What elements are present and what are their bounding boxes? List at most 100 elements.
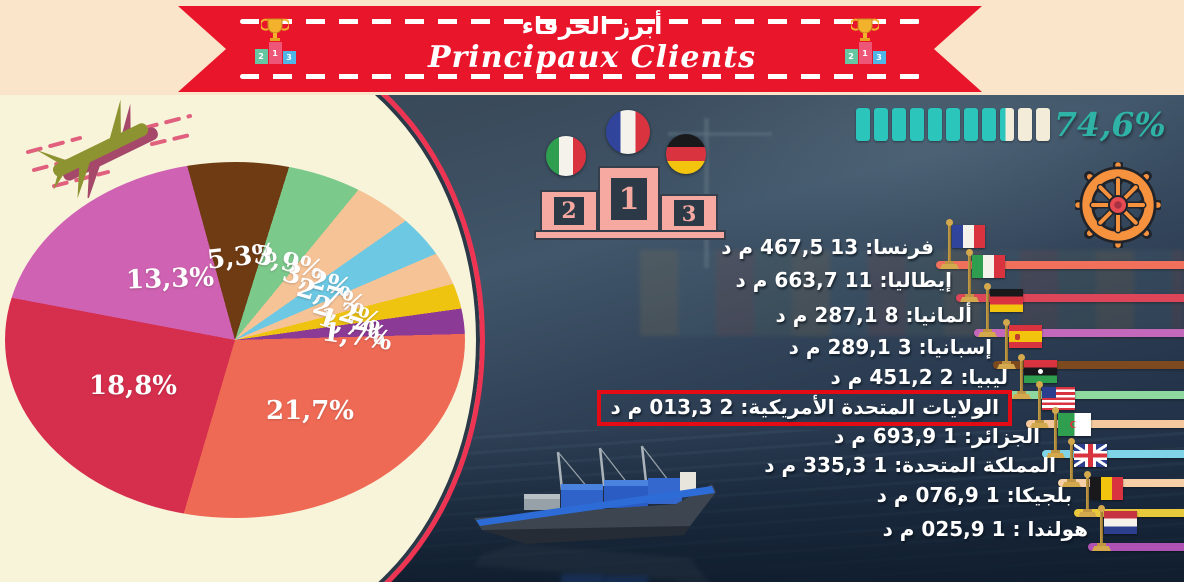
mini-podium-step-1: 1	[858, 42, 872, 64]
flag-pole-ball	[1018, 354, 1025, 361]
flag-pole	[1020, 359, 1023, 395]
flag-base	[1083, 509, 1092, 513]
background-crane-mast	[704, 118, 709, 268]
flag-base	[1017, 391, 1026, 395]
flag-libya-icon	[1024, 360, 1057, 383]
flag-netherlands-icon	[1104, 511, 1137, 534]
flagpost-algeria	[1046, 407, 1094, 458]
flag-base	[1062, 482, 1081, 487]
client-bar-algeria	[1042, 450, 1184, 458]
flag-belgium-icon	[1090, 477, 1123, 500]
flagpost-netherlands	[1092, 505, 1140, 551]
flag-base	[945, 261, 954, 265]
podium-step-2: 2	[540, 190, 598, 232]
flag-base	[978, 332, 997, 337]
flag-base	[960, 297, 979, 302]
client-row-label: بلجيكا: 1 076,9 م د	[876, 483, 1072, 507]
trophy-icon	[851, 18, 879, 41]
flag-pole-ball	[1052, 407, 1059, 414]
client-bar-netherlands	[1088, 543, 1184, 551]
flag-usa-icon	[1042, 387, 1075, 410]
flag-germany-icon	[990, 289, 1023, 312]
flagpost-libya	[1012, 354, 1060, 399]
flag-spain-icon	[1009, 325, 1042, 348]
flag-pole-ball	[984, 283, 991, 290]
highlight-box: الولايات المتحدة الأمريكية: 2 013,3 م د	[597, 390, 1012, 426]
usa-canton	[1042, 387, 1056, 398]
flag-base	[1012, 394, 1031, 399]
flagpost-italy	[960, 249, 1008, 302]
flag-germany-round-icon	[666, 134, 706, 174]
flag-pole	[968, 254, 971, 298]
flag-pole-ball	[1068, 438, 1075, 445]
flag-base	[1030, 423, 1049, 428]
flag-pole	[1054, 412, 1057, 454]
progress-segment	[1018, 108, 1032, 141]
client-row-label: إسبانيا: 3 289,1 م د	[788, 335, 992, 359]
client-row-label: ليبيا: 2 451,2 م د	[830, 365, 1009, 389]
mini-podium-step-3: 3	[282, 51, 296, 64]
banner-title-arabic: أبرز الحرفاء	[521, 12, 663, 40]
ship-wheel-icon	[1075, 162, 1161, 248]
trophy-icon	[261, 18, 289, 41]
flagpost-belgium	[1078, 471, 1126, 517]
podium-rank-1: 1	[611, 178, 647, 220]
mini-podium-step-2: 2	[254, 49, 268, 64]
progress-segment	[982, 108, 996, 141]
client-row-label: ألمانيا: 8 287,1 م د	[775, 303, 972, 327]
flag-base	[983, 329, 992, 333]
flagpost-usa	[1030, 381, 1078, 428]
mini-podium-step-2: 2	[844, 49, 858, 64]
flag-base	[1067, 479, 1076, 483]
flag-italy-icon	[972, 255, 1005, 278]
podium-step-1: 1	[598, 166, 660, 232]
podium-rank-2: 2	[554, 197, 584, 225]
flagpost-spain	[997, 319, 1045, 369]
flag-pole-ball	[966, 249, 973, 256]
progress-bar	[856, 108, 1050, 141]
progress-segment	[1036, 108, 1050, 141]
algeria-crescent-icon	[1070, 421, 1077, 428]
flag-base	[1046, 453, 1065, 458]
flag-pole-ball	[1003, 319, 1010, 326]
ribbon-dash-bottom	[240, 74, 920, 79]
banner-title-french: Principaux Clients	[427, 40, 757, 75]
client-bar-italy	[956, 294, 1184, 302]
flag-base	[1002, 361, 1011, 365]
flagpost-germany	[978, 283, 1026, 337]
client-row-label: فرنسا: 13 467,5 م د	[721, 235, 934, 259]
pie	[5, 161, 465, 519]
flag-pole-ball	[1084, 471, 1091, 478]
podium-base	[534, 230, 726, 240]
flag-algeria-icon	[1058, 413, 1091, 436]
pie-percent-label: 21,7%	[265, 396, 355, 426]
plane-icon	[26, 99, 196, 198]
flagpost-uk	[1062, 438, 1110, 487]
flag-pole-ball	[946, 219, 953, 226]
flag-pole	[1100, 510, 1103, 547]
client-row-label: الولايات المتحدة الأمريكية: 2 013,3 م د	[597, 390, 1012, 426]
flag-italy-round-icon	[546, 136, 586, 176]
mini-podium-step-3: 3	[872, 51, 886, 64]
pie-percent-label: 13,3%	[125, 262, 215, 296]
progress-segment	[964, 108, 978, 141]
client-bar-germany	[974, 329, 1184, 337]
client-row-label: الجزائر: 1 693,9 م د	[833, 424, 1040, 448]
progress-segment	[928, 108, 942, 141]
flag-pole-ball	[1036, 381, 1043, 388]
client-row-label: المملكة المتحدة: 1 335,3 م د	[764, 453, 1056, 477]
flag-base	[1092, 546, 1111, 551]
progress-segment	[856, 108, 870, 141]
progress-segment	[892, 108, 906, 141]
flag-france-icon	[952, 225, 985, 248]
client-row-label: هولندا : 1 025,9 م د	[882, 517, 1088, 541]
progress-label: 74,6%	[1054, 105, 1166, 144]
pie-percent-label: 18,8%	[88, 371, 178, 401]
flag-pole	[1070, 443, 1073, 483]
progress-segment	[910, 108, 924, 141]
progress-segment	[874, 108, 888, 141]
progress-segment	[1000, 108, 1014, 141]
